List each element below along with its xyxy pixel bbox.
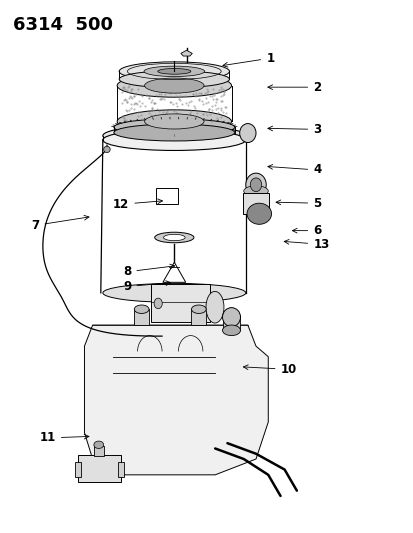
Text: 4: 4 [267,164,320,176]
Text: 3: 3 [267,123,320,136]
Bar [242,192,269,214]
Bar [156,189,178,204]
Ellipse shape [102,125,245,146]
Ellipse shape [114,124,234,141]
Bar [78,455,121,482]
Text: 6: 6 [292,224,320,237]
Ellipse shape [206,292,223,323]
Ellipse shape [250,178,261,191]
Text: 11: 11 [40,431,89,445]
Ellipse shape [144,66,204,77]
Text: 6314  500: 6314 500 [13,16,113,34]
Bar [150,285,209,322]
Ellipse shape [247,203,271,224]
Text: 10: 10 [243,363,296,376]
Ellipse shape [119,71,229,88]
Bar [191,309,206,325]
Polygon shape [180,50,192,56]
Ellipse shape [103,146,110,152]
Text: 5: 5 [275,197,320,209]
Text: 12: 12 [113,198,162,211]
Ellipse shape [222,325,240,336]
Bar [94,446,104,456]
Bar [222,317,240,330]
Ellipse shape [245,173,266,196]
Ellipse shape [102,284,245,302]
Ellipse shape [163,235,185,241]
Ellipse shape [119,62,229,81]
Polygon shape [84,325,268,475]
Bar [75,462,81,478]
Ellipse shape [191,305,206,313]
Ellipse shape [94,441,103,448]
Ellipse shape [154,232,193,243]
Ellipse shape [154,298,162,309]
Ellipse shape [222,308,240,327]
Text: 9: 9 [123,280,170,293]
Text: 1: 1 [222,52,274,67]
Bar [102,140,245,293]
Ellipse shape [144,78,204,93]
Text: 8: 8 [123,264,174,278]
Ellipse shape [157,69,190,74]
Ellipse shape [102,130,245,150]
Text: 13: 13 [284,238,329,251]
Bar [134,309,149,325]
Ellipse shape [134,305,149,313]
Ellipse shape [239,124,255,142]
Bar [118,462,124,478]
Text: 7: 7 [31,215,89,232]
Ellipse shape [243,186,268,196]
Ellipse shape [144,114,204,129]
Ellipse shape [117,74,231,97]
Ellipse shape [114,119,234,136]
Text: 2: 2 [267,80,320,94]
Polygon shape [162,262,185,282]
Ellipse shape [117,110,231,133]
